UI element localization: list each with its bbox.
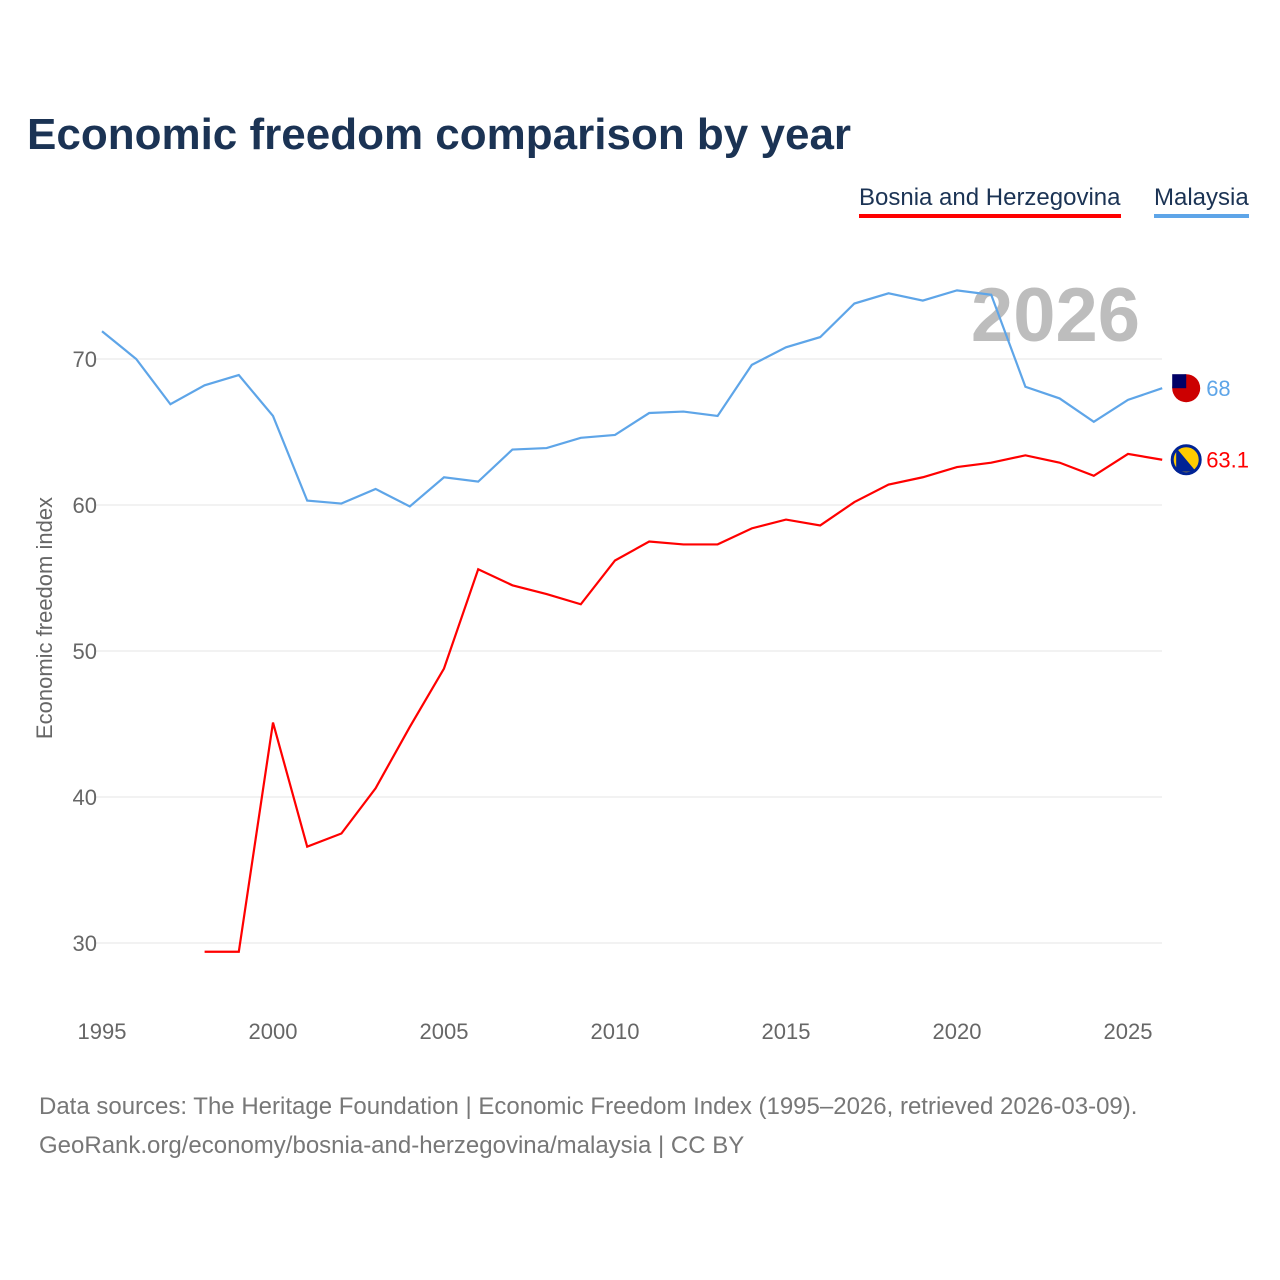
end-value-label: 68 bbox=[1206, 376, 1230, 401]
legend-malaysia[interactable]: Malaysia bbox=[1154, 184, 1249, 218]
x-tick-label: 2000 bbox=[249, 1019, 298, 1044]
source-line-2[interactable]: GeoRank.org/economy/bosnia-and-herzegovi… bbox=[39, 1132, 745, 1159]
x-tick-label: 2015 bbox=[762, 1019, 811, 1044]
source-note: Data sources: The Heritage Foundation | … bbox=[39, 1087, 1137, 1165]
flag-canton bbox=[1172, 374, 1187, 389]
y-tick-label: 40 bbox=[73, 785, 97, 810]
chart-title: Economic freedom comparison by year bbox=[27, 110, 852, 159]
series-line-malaysia bbox=[101, 289, 1163, 508]
y-tick-label: 70 bbox=[73, 347, 97, 372]
x-tick-label: 2020 bbox=[933, 1019, 982, 1044]
end-value-label: 63.1 bbox=[1206, 448, 1249, 473]
x-tick-label: 2025 bbox=[1104, 1019, 1153, 1044]
legend-bosnia[interactable]: Bosnia and Herzegovina bbox=[859, 184, 1121, 218]
flag-triangle bbox=[1176, 447, 1197, 472]
y-tick-label: 30 bbox=[73, 931, 97, 956]
y-tick-label: 50 bbox=[73, 639, 97, 664]
y-axis-label: Economic freedom index bbox=[32, 496, 57, 740]
y-tick-label: 60 bbox=[73, 493, 97, 518]
x-tick-label: 1995 bbox=[78, 1019, 127, 1044]
series-line-bosnia bbox=[204, 452, 1163, 953]
x-tick-label: 2005 bbox=[420, 1019, 469, 1044]
x-tick-label: 2010 bbox=[591, 1019, 640, 1044]
source-line-1: Data sources: The Heritage Foundation | … bbox=[39, 1093, 1138, 1120]
year-watermark: 2026 bbox=[971, 273, 1140, 358]
